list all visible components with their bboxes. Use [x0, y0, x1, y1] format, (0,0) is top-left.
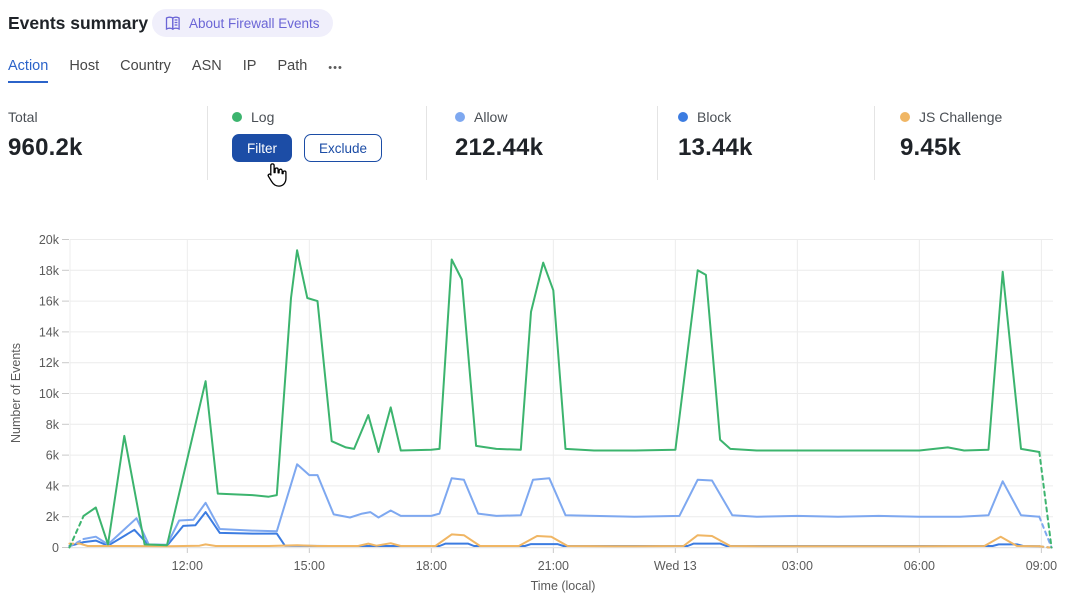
svg-text:6k: 6k — [46, 449, 60, 463]
stat-total-label: Total — [8, 109, 38, 125]
divider — [657, 106, 658, 180]
tab-ip[interactable]: IP — [242, 58, 257, 74]
block-legend-dot — [678, 112, 688, 122]
exclude-button[interactable]: Exclude — [304, 134, 383, 162]
mouse-cursor-icon — [264, 162, 288, 188]
svg-text:03:00: 03:00 — [782, 559, 813, 573]
stat-block-value: 13.44k — [678, 134, 753, 161]
svg-text:09:00: 09:00 — [1026, 559, 1057, 573]
dimension-tabs: Action Host Country ASN IP Path ••• — [8, 58, 343, 83]
divider — [426, 106, 427, 180]
about-firewall-events-badge[interactable]: About Firewall Events — [152, 9, 333, 37]
about-badge-label: About Firewall Events — [189, 15, 320, 31]
stat-total-value: 960.2k — [8, 134, 83, 161]
allow-legend-dot — [455, 112, 465, 122]
book-icon — [165, 16, 181, 31]
stat-js-challenge: JS Challenge 9.45k — [900, 109, 1002, 162]
svg-text:4k: 4k — [46, 479, 60, 493]
divider — [207, 106, 208, 180]
stat-block: Block 13.44k — [678, 109, 753, 162]
svg-text:16k: 16k — [39, 295, 60, 309]
svg-text:Time (local): Time (local) — [531, 579, 596, 593]
svg-text:12:00: 12:00 — [172, 559, 203, 573]
stat-total: Total 960.2k — [8, 109, 83, 162]
stat-log-label: Log — [251, 109, 275, 125]
svg-text:21:00: 21:00 — [538, 559, 569, 573]
svg-text:10k: 10k — [39, 387, 60, 401]
svg-text:2k: 2k — [46, 510, 60, 524]
stat-allow-value: 212.44k — [455, 134, 544, 161]
js-challenge-legend-dot — [900, 112, 910, 122]
tab-country[interactable]: Country — [120, 58, 171, 74]
filter-button[interactable]: Filter — [232, 134, 292, 162]
tab-asn[interactable]: ASN — [191, 58, 222, 74]
stat-allow: Allow 212.44k — [455, 109, 543, 162]
svg-text:14k: 14k — [39, 325, 60, 339]
tab-more-options[interactable]: ••• — [328, 62, 343, 74]
svg-text:Number of Events: Number of Events — [9, 343, 23, 443]
svg-text:12k: 12k — [39, 356, 60, 370]
svg-text:20k: 20k — [39, 233, 60, 247]
stat-block-label: Block — [697, 109, 732, 125]
tab-host[interactable]: Host — [69, 58, 100, 74]
svg-text:8k: 8k — [46, 418, 60, 432]
svg-text:18:00: 18:00 — [416, 559, 447, 573]
svg-text:Wed 13: Wed 13 — [654, 559, 697, 573]
stat-js-challenge-label: JS Challenge — [919, 109, 1003, 125]
svg-text:0: 0 — [52, 541, 59, 555]
svg-text:18k: 18k — [39, 264, 60, 278]
tab-path[interactable]: Path — [277, 58, 308, 74]
stat-js-challenge-value: 9.45k — [900, 134, 962, 161]
svg-text:15:00: 15:00 — [294, 559, 325, 573]
svg-text:06:00: 06:00 — [904, 559, 935, 573]
log-legend-dot — [232, 112, 242, 122]
stat-log: Log Filter Exclude — [232, 109, 383, 162]
page-title: Events summary — [8, 13, 149, 33]
stat-allow-label: Allow — [474, 109, 508, 125]
divider — [874, 106, 875, 180]
tab-action[interactable]: Action — [8, 58, 49, 83]
